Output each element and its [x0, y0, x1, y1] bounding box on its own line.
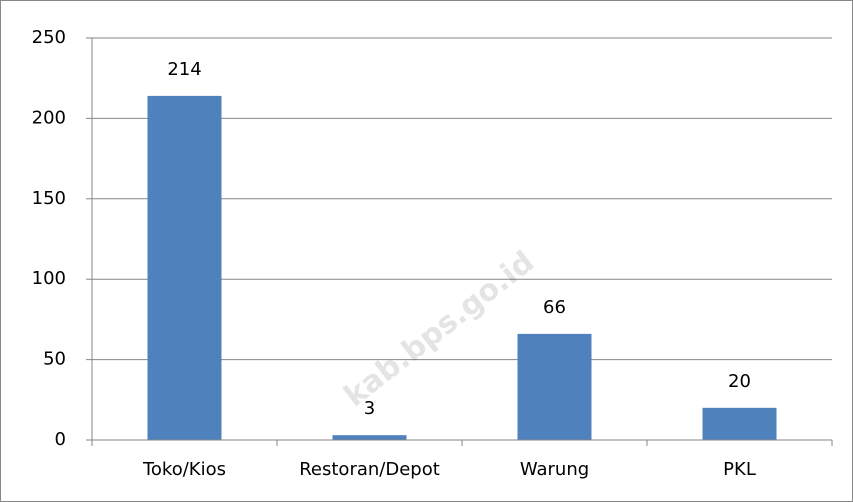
bar — [147, 95, 222, 440]
y-tick-label: 250 — [32, 27, 66, 48]
y-tick-label: 50 — [43, 349, 66, 370]
data-label: 214 — [167, 59, 201, 80]
x-tick-label: Restoran/Depot — [299, 459, 440, 480]
bar — [702, 407, 777, 440]
data-label: 66 — [543, 297, 566, 318]
y-tick-label: 100 — [32, 268, 66, 289]
y-tick-label: 200 — [32, 107, 66, 128]
x-tick-label: Warung — [520, 459, 589, 480]
bar — [332, 435, 407, 440]
data-label: 3 — [364, 398, 375, 419]
x-tick-label: Toko/Kios — [142, 459, 226, 480]
y-tick-label: 150 — [32, 188, 66, 209]
bar — [517, 333, 592, 440]
data-label: 20 — [728, 371, 751, 392]
y-tick-label: 0 — [55, 429, 66, 450]
x-tick-label: PKL — [723, 459, 756, 480]
